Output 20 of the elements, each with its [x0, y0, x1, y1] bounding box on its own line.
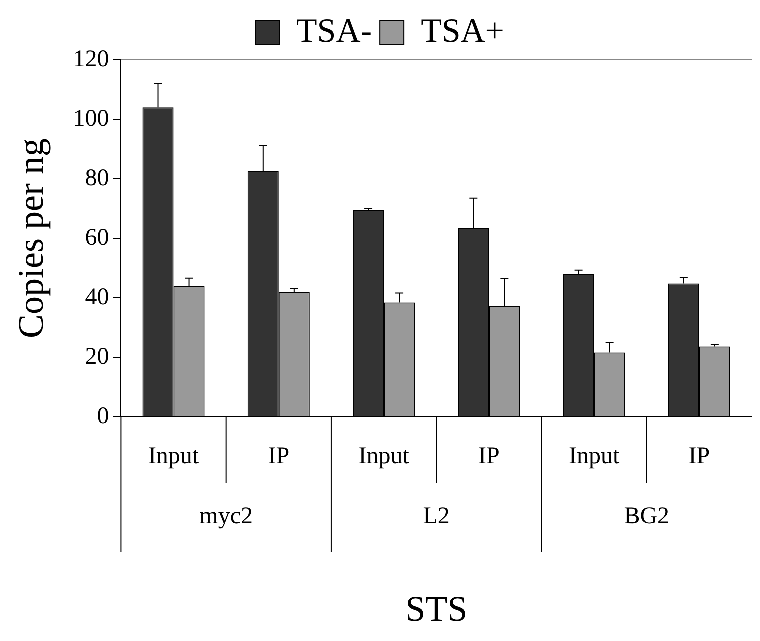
y-tick-label: 40 — [85, 284, 110, 310]
y-tick-label: 80 — [85, 165, 110, 192]
legend-label: TSA+ — [421, 12, 504, 50]
x-tick-label: Input — [358, 444, 410, 470]
text: BG2 — [624, 503, 670, 530]
legend-label: TSA- — [296, 12, 372, 50]
text: L2 — [423, 503, 450, 530]
y-tick-label: 60 — [85, 224, 110, 251]
text: myc2 — [200, 503, 253, 530]
y-tick-label: 0 — [97, 403, 110, 430]
y-tick-label: 120 — [73, 46, 110, 72]
y-tick-label: 20 — [85, 344, 110, 370]
x-tick-label: Input — [148, 444, 200, 470]
x-tick-label: IP — [478, 444, 500, 470]
x-axis-title: STS — [406, 588, 468, 629]
x-tick-label: IP — [688, 444, 710, 470]
y-tick-label: 100 — [73, 106, 110, 132]
x-tick-label: IP — [268, 444, 290, 470]
x-tick-label: Input — [568, 444, 620, 470]
y-axis-title: Copies per ng — [11, 138, 52, 338]
